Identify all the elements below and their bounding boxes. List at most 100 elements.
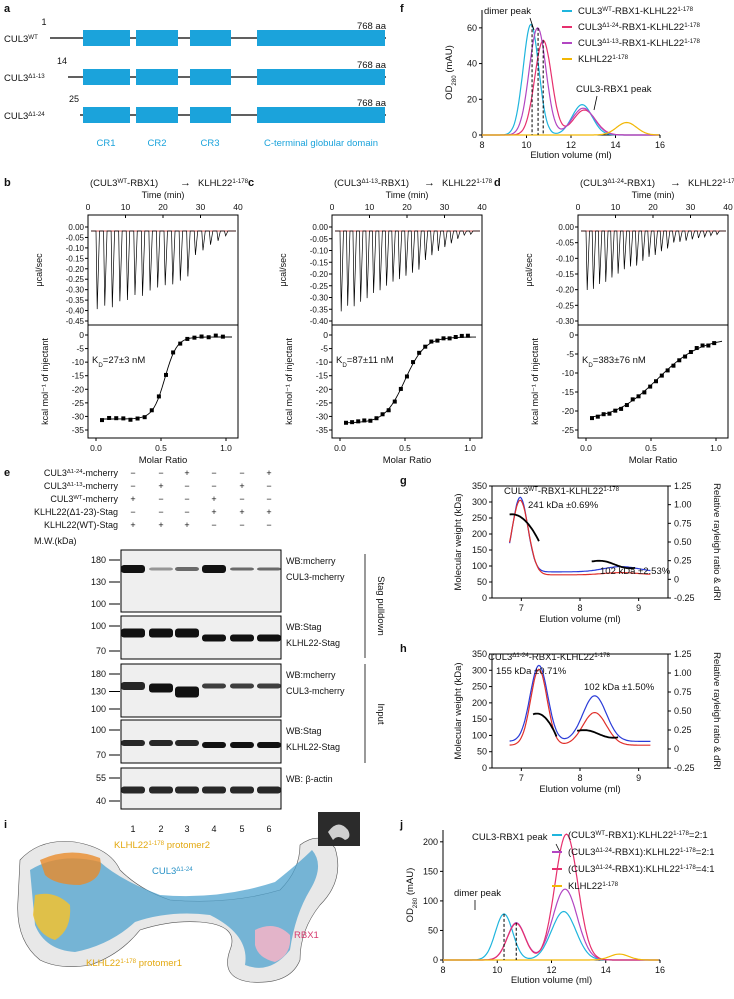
itc-ylabel-bot-d: kcal mol⁻¹ of injectant bbox=[530, 338, 540, 425]
ytick-h-1: 50 bbox=[477, 747, 487, 757]
ylabel-f-part: OD bbox=[444, 85, 455, 99]
ytick-g-1: 50 bbox=[477, 577, 487, 587]
itc-data-point-b bbox=[199, 334, 204, 339]
itc-ytick-bot-c-4: -20 bbox=[316, 384, 329, 394]
ytick-h-7: 350 bbox=[472, 649, 487, 659]
blot-condition-label-0-part: CUL3 bbox=[44, 468, 67, 478]
legend-label-j-0-part: =2:1 bbox=[689, 830, 708, 841]
blot-condition-label-2-part: WT bbox=[73, 495, 83, 501]
series-line-j-3 bbox=[443, 953, 659, 961]
domain-label-2: CR3 bbox=[200, 138, 219, 149]
class-average-shape bbox=[328, 824, 350, 840]
legend-label-j-3-part: KLHL22 bbox=[568, 881, 602, 892]
blot-band-4-3 bbox=[202, 786, 226, 794]
panel-letter-a: a bbox=[4, 3, 11, 15]
xlabel-h: Elution volume (ml) bbox=[539, 784, 620, 795]
rayleigh-trace-h bbox=[509, 664, 651, 742]
itc-kd-c-part: K bbox=[336, 355, 343, 366]
blot-band-4-4 bbox=[230, 786, 254, 794]
blot-mw-tick-3-1: 70 bbox=[96, 750, 106, 760]
itc-kd-b: KD=27±3 nM bbox=[92, 355, 145, 369]
itc-data-point-b bbox=[206, 335, 211, 340]
blot-band-2-2 bbox=[175, 686, 199, 698]
itc-isotherm-frame-c bbox=[331, 324, 483, 439]
blot-mw-tick-2-1: 130 bbox=[91, 687, 106, 697]
itc-ytick-bot-c-7: -35 bbox=[316, 425, 329, 435]
y2tick-g-3: 0.50 bbox=[674, 537, 692, 547]
blot-sign-0-1: − bbox=[158, 468, 163, 478]
blot-mw-tick-1-0: 100 bbox=[91, 621, 106, 631]
legend-label-j-1-part: (CUL3 bbox=[568, 847, 595, 858]
blot-sign-0-5: + bbox=[266, 468, 271, 478]
blot-lane-number-3: 4 bbox=[211, 824, 216, 834]
ytick-h-2: 100 bbox=[472, 730, 487, 740]
itc-arrow-b: → bbox=[180, 177, 191, 189]
xlabel-g: Elution volume (ml) bbox=[539, 614, 620, 625]
itc-time-tick-b-3: 30 bbox=[196, 202, 206, 212]
blot-band-2-5 bbox=[257, 683, 281, 689]
itc-xtick-d-0: 0.0 bbox=[580, 443, 592, 453]
blot-band-1-4 bbox=[230, 634, 254, 642]
label-cul3-delta-part: Δ1-24 bbox=[176, 866, 193, 873]
mals-title-h-part: Δ1-24 bbox=[512, 652, 529, 659]
label-klhl22-protomer1-part: KLHL22 bbox=[86, 958, 120, 969]
itc-ytick-top-c-8: -0.40 bbox=[310, 317, 329, 326]
xtick-h-2: 9 bbox=[636, 773, 641, 783]
legend-label-j-2-part: (CUL3 bbox=[568, 864, 595, 875]
itc-ytick-bot-b-0: 0 bbox=[79, 330, 84, 340]
ytick-h-0: 0 bbox=[482, 763, 487, 773]
series-line-j-1 bbox=[443, 888, 659, 961]
ylabel-j: OD280 (mAU) bbox=[405, 868, 419, 923]
itc-thermogram-frame-b bbox=[87, 214, 239, 326]
ylabel-j-part: 280 bbox=[412, 897, 419, 908]
blot-sign-2-1: − bbox=[158, 494, 163, 504]
legend-label-f-0-part: CUL3 bbox=[578, 6, 602, 17]
legend-label-f-1-part: -RBX1-KLHL22 bbox=[619, 22, 684, 33]
itc-title-d-part: -RBX1) bbox=[624, 178, 655, 189]
itc-ytick-top-b-8: -0.40 bbox=[66, 307, 85, 316]
panel-letter-h: h bbox=[400, 643, 407, 655]
itc-ytick-top-b-9: -0.45 bbox=[66, 317, 85, 326]
legend-label-j-0-part: (CUL3 bbox=[568, 830, 595, 841]
itc-data-point-d bbox=[677, 358, 682, 363]
blot-sign-0-2: + bbox=[184, 468, 189, 478]
y2tick-g-5: 1.00 bbox=[674, 500, 692, 510]
itc-ligand-b-part: 1-178 bbox=[232, 178, 248, 185]
y2tick-h-5: 1.00 bbox=[674, 668, 692, 678]
blot-band-4-5 bbox=[257, 786, 281, 794]
blot-mw-tick-0-1: 130 bbox=[91, 577, 106, 587]
legend-label-f-0-part: WT bbox=[602, 6, 612, 13]
blot-lane-number-5: 6 bbox=[266, 824, 271, 834]
blot-sign-4-5: − bbox=[266, 520, 271, 530]
blot-sign-3-2: − bbox=[184, 507, 189, 517]
itc-ytick-top-c-4: -0.20 bbox=[310, 270, 329, 279]
rbx1-model bbox=[255, 926, 291, 962]
ylabel-h: Molecular weight (kDa) bbox=[453, 662, 464, 759]
legend-label-j-0-part: 1-178 bbox=[673, 830, 689, 837]
itc-ytick-top-b-7: -0.35 bbox=[66, 296, 85, 305]
itc-xtick-b-0: 0.0 bbox=[90, 443, 102, 453]
label-klhl22-protomer2-part: 1-178 bbox=[148, 840, 164, 847]
blot-sign-3-0: − bbox=[130, 507, 135, 517]
itc-data-point-c bbox=[417, 350, 422, 355]
itc-data-point-c bbox=[386, 408, 391, 413]
legend-label-j-1-part: =2:1 bbox=[696, 847, 715, 858]
y2tick-h-2: 0.25 bbox=[674, 725, 692, 735]
legend-label-j-1: (CUL3Δ1-24-RBX1):KLHL221-178=2:1 bbox=[568, 847, 715, 859]
mals-title-h-part: CUL3 bbox=[488, 652, 512, 663]
itc-data-point-b bbox=[149, 408, 154, 413]
ytick-j-3: 150 bbox=[423, 866, 438, 876]
mals-title-h-part: 1-178 bbox=[594, 652, 610, 659]
blot-sign-4-3: − bbox=[211, 520, 216, 530]
ylabel-g: Molecular weight (kDa) bbox=[453, 493, 464, 590]
itc-ytick-top-b-5: -0.25 bbox=[66, 275, 85, 284]
domain-row-label-0-part: CUL3 bbox=[4, 34, 28, 45]
itc-data-point-c bbox=[392, 399, 397, 404]
domain-block-1-0 bbox=[83, 69, 130, 85]
legend-label-j-2: (CUL3Δ1-24-RBX1):KLHL221-178=4:1 bbox=[568, 864, 715, 876]
itc-ylabel-top-b: μcal/sec bbox=[34, 253, 44, 287]
itc-data-point-c bbox=[411, 360, 416, 365]
itc-arrow-d: → bbox=[670, 177, 681, 189]
itc-ytick-top-d-3: -0.15 bbox=[556, 270, 575, 279]
